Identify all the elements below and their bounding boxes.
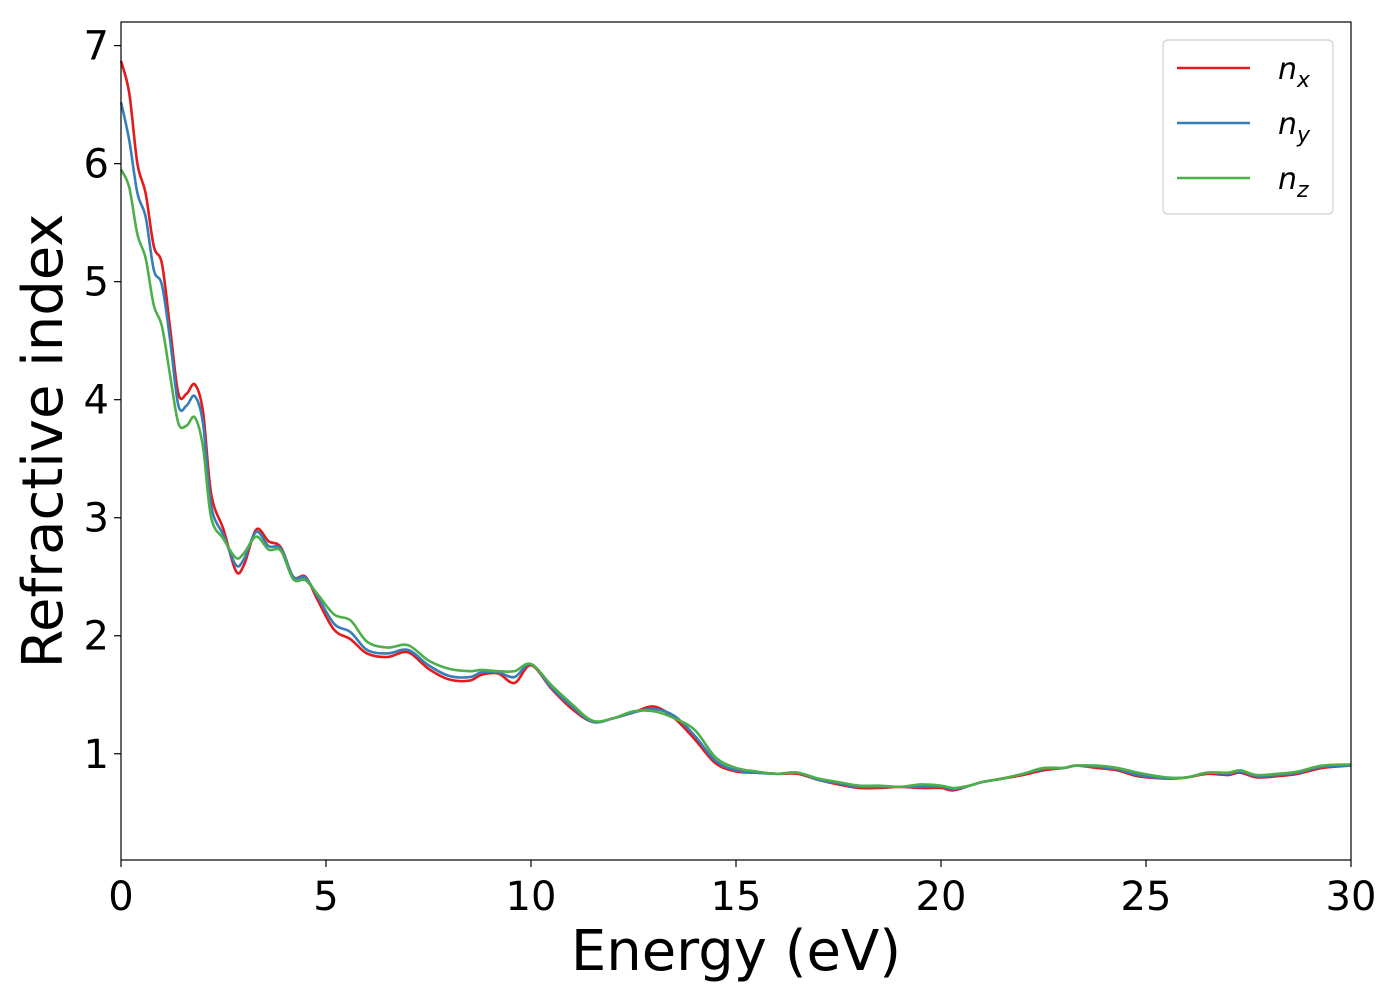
x-tick-label: 30 <box>1326 874 1377 920</box>
y-tick-label: 7 <box>84 24 109 70</box>
legend-label-n-y: ny <box>1278 107 1311 148</box>
y-tick-label: 2 <box>84 614 109 660</box>
y-axis-label: Refractive index <box>11 214 76 669</box>
y-tick-label: 3 <box>84 496 109 542</box>
legend: nx ny nz <box>1162 39 1334 215</box>
x-tick-label: 15 <box>711 874 762 920</box>
x-tick-label: 10 <box>506 874 557 920</box>
y-tick-label: 4 <box>84 378 109 424</box>
y-tick-label: 1 <box>84 732 109 778</box>
x-tick-label: 20 <box>916 874 967 920</box>
x-axis: 0 5 10 15 20 25 30 <box>108 860 1376 920</box>
legend-label-n-z: nz <box>1278 162 1309 203</box>
x-tick-label: 25 <box>1121 874 1172 920</box>
x-axis-label: Energy (eV) <box>571 919 901 984</box>
y-axis: 1 2 3 4 5 6 7 <box>84 24 121 778</box>
x-tick-label: 0 <box>108 874 133 920</box>
y-tick-label: 5 <box>84 260 109 306</box>
y-tick-label: 6 <box>84 142 109 188</box>
series-line-n-z <box>119 168 1352 790</box>
legend-frame <box>1162 39 1334 215</box>
x-tick-label: 5 <box>313 874 338 920</box>
series-layer <box>119 60 1352 792</box>
legend-label-n-x: nx <box>1278 52 1311 93</box>
